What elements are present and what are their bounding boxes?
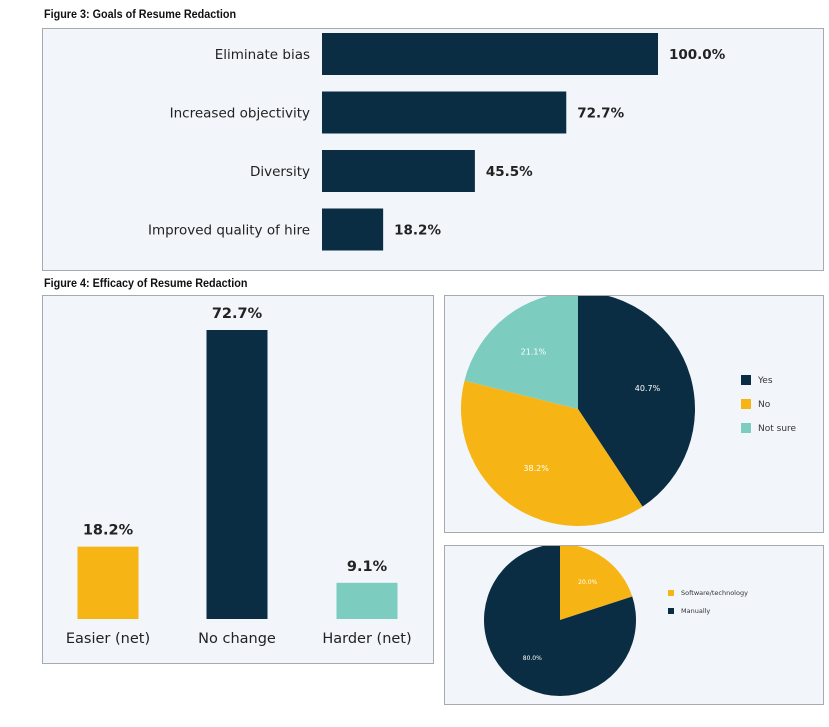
goals-bar-chart: Eliminate bias 100.0% Increased objectivit…: [148, 33, 726, 251]
method-pie-chart: 20.0% 80.0% Software/technology Manually: [484, 546, 748, 696]
goal-label-2: Diversity: [250, 164, 310, 180]
pie1-slice-1: [460, 380, 643, 526]
efficacy-bar-chart: 18.2% Easier (net) 72.7% No change 9.1% Harde…: [66, 306, 412, 647]
goal-value-2: 45.5%: [486, 164, 533, 180]
goal-bar-0: [322, 33, 658, 75]
pie2-legend-swatch-1: [668, 608, 674, 614]
efficacy-value-0: 18.2%: [83, 523, 134, 539]
pie1-legend-swatch-2: [741, 423, 751, 433]
figure-3-title: Figure 3: Goals of Resume Redaction: [44, 7, 237, 21]
pie1-slice-label-0: 40.7%: [635, 384, 661, 393]
goal-value-1: 72.7%: [577, 106, 624, 122]
pie1-legend-label-0: Yes: [757, 376, 773, 386]
pie-panel-1: 40.7% 38.2% 21.1% Yes No Not sure: [444, 295, 824, 533]
pie2-slice-label-1: 80.0%: [523, 655, 542, 662]
pie2-slice-label-0: 20.0%: [578, 579, 597, 586]
pie1-legend-label-1: No: [758, 400, 771, 410]
efficacy-bar-0: [77, 546, 139, 619]
pie1-slice-label-1: 38.2%: [523, 464, 549, 473]
pie-panel-2: 20.0% 80.0% Software/technology Manually: [444, 545, 824, 705]
efficacy-category-1: No change: [198, 631, 276, 647]
goal-label-3: Improved quality of hire: [148, 223, 310, 239]
pie1-legend-swatch-0: [741, 375, 751, 385]
pie2-legend-label-1: Manually: [681, 607, 710, 615]
goal-value-0: 100.0%: [669, 47, 726, 63]
goal-bar-2: [322, 150, 475, 192]
efficacy-value-1: 72.7%: [212, 306, 263, 322]
figure-3-panel: Eliminate bias 100.0% Increased objectivit…: [42, 28, 824, 271]
goal-bar-3: [322, 208, 384, 251]
pie1-legend-label-2: Not sure: [758, 424, 797, 434]
pie2-slice-1: [484, 546, 636, 696]
goal-value-3: 18.2%: [394, 223, 441, 239]
pie2-legend-label-0: Software/technology: [681, 589, 748, 597]
efficacy-value-2: 9.1%: [347, 559, 388, 575]
goal-label-1: Increased objectivity: [170, 106, 310, 122]
efficacy-bar-2: [336, 582, 398, 619]
efficacy-bar-1: [206, 330, 268, 619]
efficacy-pie-chart: 40.7% 38.2% 21.1% Yes No Not sure: [460, 296, 797, 526]
pie1-slice-0: [578, 296, 695, 507]
efficacy-category-2: Harder (net): [322, 631, 411, 647]
goal-bar-1: [322, 91, 567, 134]
pie2-legend-swatch-0: [668, 590, 674, 596]
pie1-slice-2: [464, 296, 578, 409]
pie2-slice-0: [560, 546, 633, 620]
figure-4-title: Figure 4: Efficacy of Resume Redaction: [44, 276, 248, 290]
goal-label-0: Eliminate bias: [215, 47, 310, 63]
pie1-legend-swatch-1: [741, 399, 751, 409]
efficacy-bar-panel: 18.2% Easier (net) 72.7% No change 9.1% Harde…: [42, 295, 434, 664]
efficacy-category-0: Easier (net): [66, 631, 150, 647]
pie1-slice-label-2: 21.1%: [521, 347, 547, 356]
